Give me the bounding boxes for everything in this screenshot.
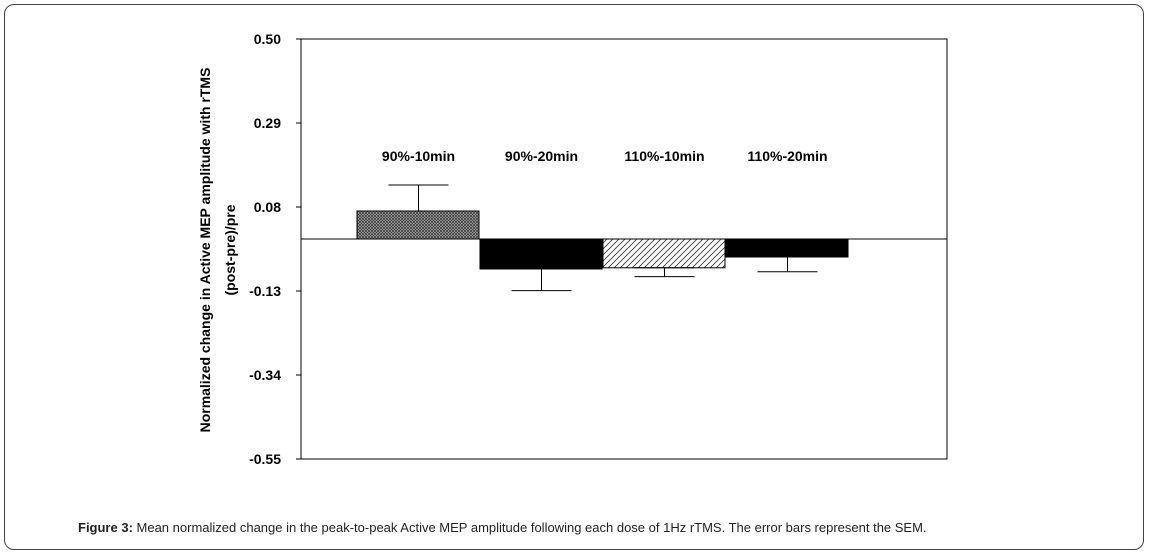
caption-text: Mean normalized change in the peak-to-pe… <box>132 520 927 535</box>
figure-caption: Figure 3: Mean normalized change in the … <box>78 520 927 535</box>
y-axis-label-line2: (post-pre)/pre <box>222 204 238 295</box>
y-tick-label: -0.34 <box>249 367 281 383</box>
y-tick-label: 0.29 <box>254 115 281 131</box>
y-tick-label: -0.13 <box>249 283 281 299</box>
bar-90-10min <box>356 210 480 240</box>
caption-label: Figure 3: <box>78 520 133 535</box>
y-tick-label: 0.50 <box>254 31 281 47</box>
plot-area-border <box>300 38 948 460</box>
bar-110-10min <box>602 238 726 269</box>
y-tick-label: -0.55 <box>249 451 281 467</box>
y-tick-label: 0.08 <box>254 199 281 215</box>
y-axis-label: Normalized change in Active MEP amplitud… <box>197 68 213 433</box>
category-label: 90%-10min <box>382 148 455 164</box>
category-label: 110%-20min <box>747 148 827 164</box>
bar-90-20min <box>479 238 603 270</box>
category-label: 110%-10min <box>624 148 704 164</box>
category-label: 90%-20min <box>505 148 578 164</box>
bar-110-20min <box>725 238 849 258</box>
